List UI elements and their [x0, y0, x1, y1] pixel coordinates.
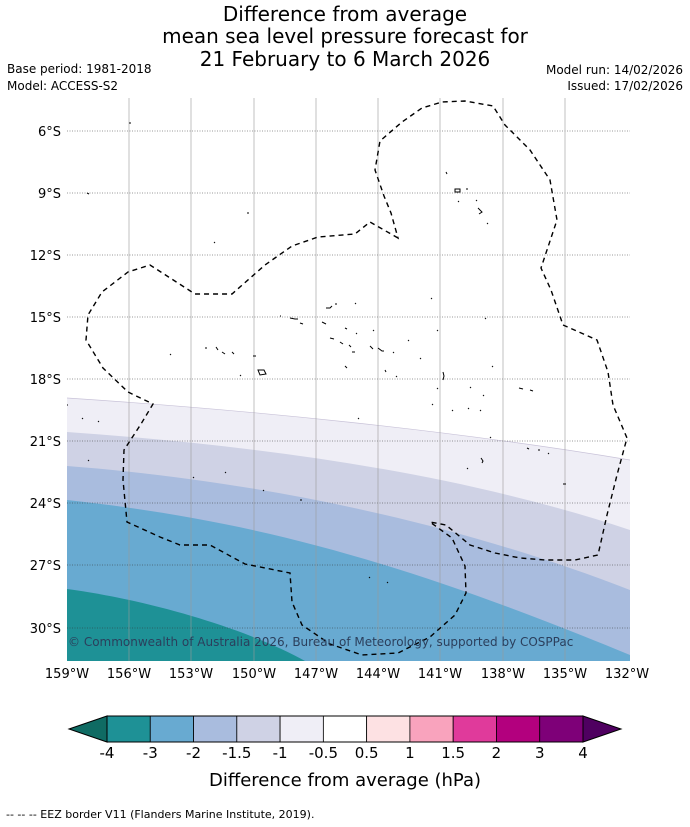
lat-label: 6°S	[38, 125, 61, 140]
lat-label: 12°S	[30, 249, 61, 264]
lon-label: 135°W	[543, 667, 587, 682]
lat-label: 15°S	[30, 311, 61, 326]
colorbar-tick-label: 2	[491, 744, 502, 762]
islands	[67, 122, 566, 584]
colorbar-tick-label: 1	[405, 744, 415, 762]
lat-label: 27°S	[30, 559, 61, 574]
eez-border	[85, 100, 628, 656]
lat-label: 30°S	[30, 622, 61, 637]
colorbar-bin	[496, 715, 541, 743]
colorbar-title: Difference from average (hPa)	[208, 770, 482, 791]
colorbar-bin	[279, 715, 324, 743]
lon-label: 153°W	[169, 667, 213, 682]
lon-label: 156°W	[107, 667, 151, 682]
band-minus-3	[67, 589, 305, 661]
lat-label: 18°S	[30, 373, 61, 388]
colorbar-bin	[366, 715, 411, 743]
colorbar-tick-label: 1.5	[441, 744, 466, 762]
meridians	[128, 98, 566, 661]
base-period: Base period: 1981-2018	[7, 62, 152, 76]
colorbar-tick-label: 0.5	[354, 744, 379, 762]
lat-label: 21°S	[30, 435, 61, 450]
lon-label: 159°W	[45, 667, 89, 682]
latitude-labels: 6°S 9°S 12°S 15°S 18°S 21°S 24°S 27°S 30…	[30, 125, 61, 637]
colorbar-tick-label: -3	[142, 744, 158, 762]
pressure-anomaly-map: © Commonwealth of Australia 2026, Bureau…	[30, 98, 649, 682]
lon-label: 150°W	[232, 667, 276, 682]
anomaly-shading	[67, 98, 630, 661]
eez-footnote: -- -- -- EEZ border V11 (Flanders Marine…	[6, 808, 315, 821]
colorbar	[67, 715, 623, 743]
lon-label: 138°W	[481, 667, 525, 682]
lat-label: 9°S	[38, 187, 61, 202]
title-line-2: mean sea level pressure forecast for	[162, 24, 528, 48]
colorbar-tick-label: -4	[99, 744, 115, 762]
issued-date: Issued: 17/02/2026	[567, 79, 683, 93]
lon-label: 141°W	[418, 667, 462, 682]
colorbar-bin	[193, 715, 238, 743]
colorbar-bin	[322, 715, 368, 743]
colorbar-tick-label: -1	[272, 744, 288, 762]
lat-label: 24°S	[30, 497, 61, 512]
title-line-1: Difference from average	[222, 2, 468, 26]
colorbar-bin	[539, 715, 584, 743]
colorbar-under-arrow	[67, 715, 108, 743]
lon-label: 144°W	[356, 667, 400, 682]
anomaly-contour-line	[67, 397, 630, 461]
colorbar-over-arrow	[582, 715, 623, 743]
band-minus-2	[67, 500, 630, 661]
colorbar-tick-label: -2	[186, 744, 202, 762]
copyright-notice: © Commonwealth of Australia 2026, Bureau…	[68, 635, 573, 649]
title-line-3: 21 February to 6 March 2026	[199, 47, 491, 71]
colorbar-tick-label: 4	[578, 744, 588, 762]
longitude-labels: 159°W 156°W 153°W 150°W 147°W 144°W 141°…	[45, 667, 649, 682]
model-run: Model run: 14/02/2026	[545, 63, 683, 77]
colorbar-bin	[409, 715, 454, 743]
colorbar-bin	[452, 715, 497, 743]
colorbar-tick-label: 3	[534, 744, 545, 762]
colorbar-tick-label: -1.5	[222, 744, 252, 762]
colorbar-bin	[149, 715, 194, 743]
lon-label: 147°W	[294, 667, 338, 682]
colorbar-bin	[106, 715, 151, 743]
colorbar-tick-label: -0.5	[308, 744, 338, 762]
lon-label: 132°W	[605, 667, 649, 682]
model-name: Model: ACCESS-S2	[7, 79, 119, 93]
colorbar-bin	[236, 715, 281, 743]
